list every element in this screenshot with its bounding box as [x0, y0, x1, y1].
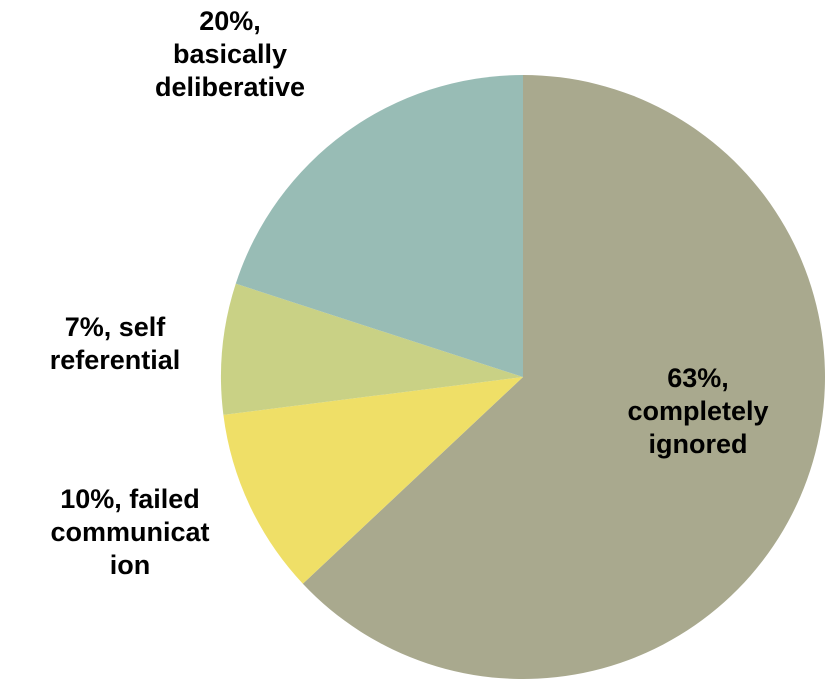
slice-label-line: communicat — [50, 517, 210, 547]
slice-label-basically-deliberative: 20%, basically deliberative — [125, 5, 335, 104]
slice-label-line: basically — [172, 39, 288, 69]
pie-slice — [220, 283, 523, 415]
pie-slice — [223, 377, 523, 584]
slice-label-line: ion — [109, 550, 151, 580]
slice-label-line: ignored — [648, 429, 748, 459]
slice-label-completely-ignored: 63%, completely ignored — [603, 362, 793, 461]
slice-label-line: 20%, — [199, 6, 261, 36]
slice-label-line: 10%, failed — [60, 484, 200, 514]
slice-label-line: completely — [627, 396, 769, 426]
slice-label-line: deliberative — [154, 72, 306, 102]
slice-label-line: referential — [49, 345, 181, 375]
slice-label-line: 63%, — [667, 363, 729, 393]
pie-slice — [302, 75, 826, 679]
slice-label-self-referential: 7%, self referential — [15, 311, 215, 377]
pie-slice — [235, 75, 523, 377]
slice-label-line: 7%, self — [64, 312, 166, 342]
slice-label-failed-communication: 10%, failed communicat ion — [20, 483, 240, 582]
